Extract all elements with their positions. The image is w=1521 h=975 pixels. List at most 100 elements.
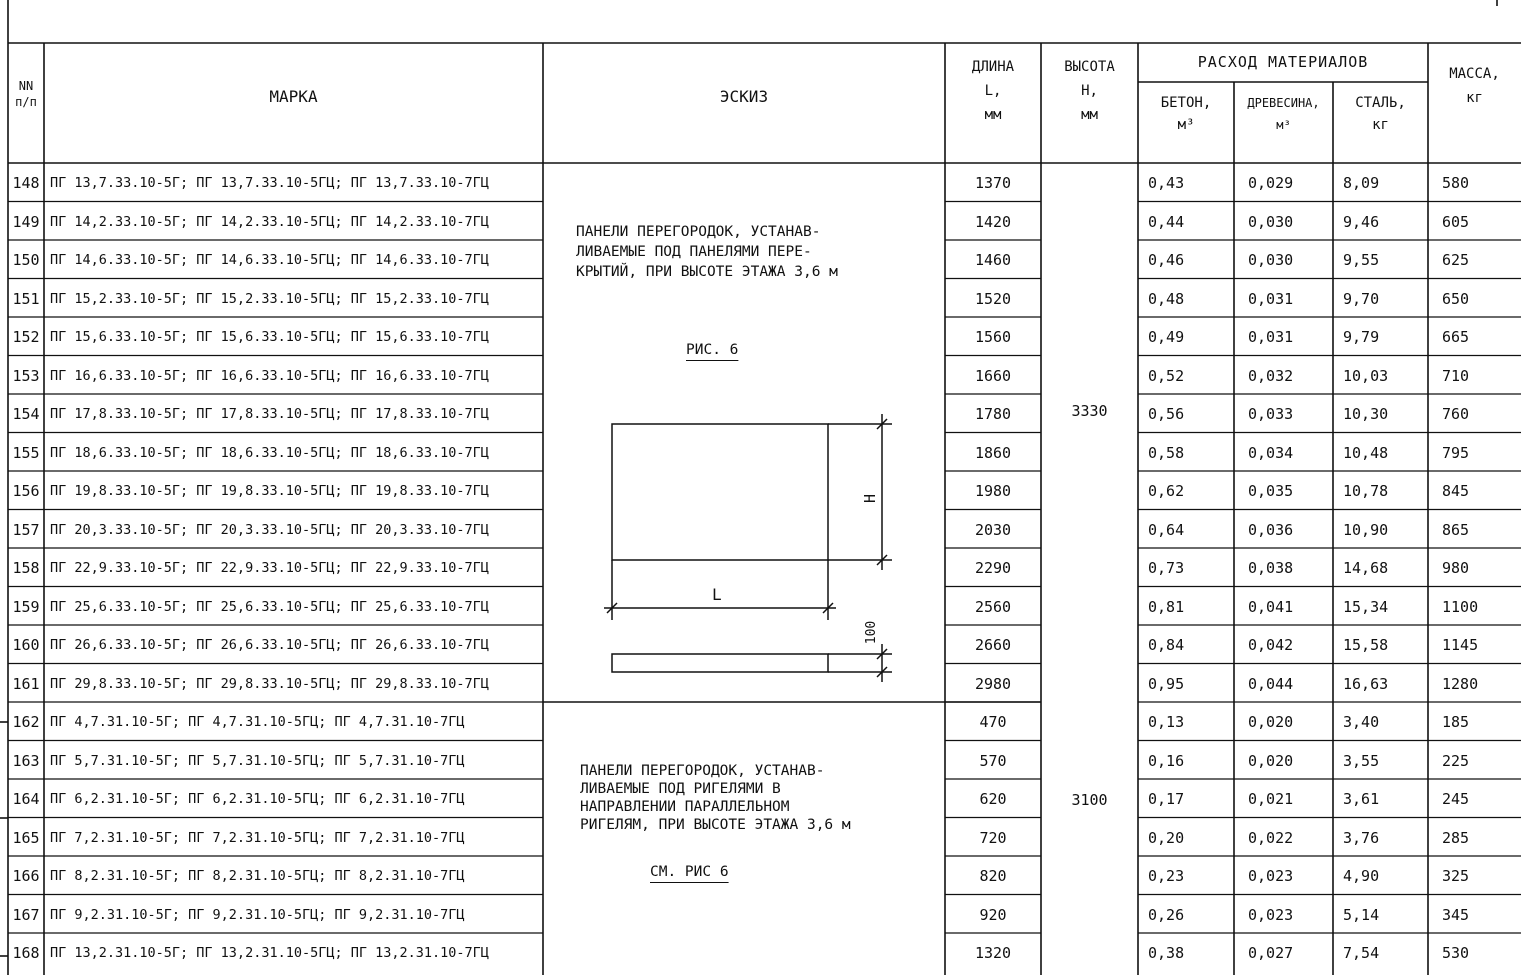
col-height-symbol: H, [1081, 83, 1098, 99]
cell-concrete: 0,84 [1148, 636, 1185, 654]
cell-wood: 0,041 [1248, 597, 1294, 616]
cell-steel: 4,90 [1343, 867, 1380, 885]
cell-mass: 1280 [1442, 674, 1479, 693]
cell-nn: 165 [12, 828, 40, 847]
cell-concrete: 0,73 [1148, 559, 1185, 577]
sketch-dim-thickness: 100 [864, 620, 880, 645]
cell-mass: 225 [1442, 751, 1470, 770]
cell-steel: 5,14 [1343, 905, 1380, 924]
col-length-unit: мм [984, 107, 1002, 123]
cell-mark: ПГ 26,6.33.10-5Г; ПГ 26,6.33.10-5ГЦ; ПГ … [50, 637, 489, 653]
cell-mark: ПГ 22,9.33.10-5Г; ПГ 22,9.33.10-5ГЦ; ПГ … [50, 560, 489, 576]
cell-wood: 0,033 [1248, 405, 1294, 423]
col-mass-label: МАССА, [1449, 66, 1500, 82]
cell-nn: 160 [12, 636, 40, 654]
cell-wood: 0,023 [1248, 867, 1294, 885]
cell-length: 1460 [974, 251, 1012, 269]
cell-length: 1320 [974, 944, 1012, 962]
group-2-figure-ref: СМ. РИС 6 [650, 864, 729, 880]
cell-mass: 185 [1442, 713, 1470, 731]
cell-steel: 3,61 [1343, 790, 1380, 808]
cell-steel: 15,34 [1343, 597, 1389, 616]
materials-header: РАСХОД МАТЕРИАЛОВ [1197, 53, 1369, 71]
group-1-note-line: КРЫТИЙ, ПРИ ВЫСОТЕ ЭТАЖА 3,6 м [576, 264, 838, 280]
cell-length: 820 [979, 867, 1007, 885]
cell-nn: 151 [12, 289, 40, 308]
cell-mass: 865 [1442, 520, 1470, 539]
cell-mass: 605 [1442, 212, 1470, 231]
cell-wood: 0,032 [1248, 366, 1294, 385]
cell-steel: 9,46 [1343, 212, 1380, 231]
cell-mark: ПГ 15,6.33.10-5Г; ПГ 15,6.33.10-5ГЦ; ПГ … [50, 329, 489, 345]
cell-wood: 0,029 [1248, 174, 1294, 192]
cell-steel: 8,09 [1343, 174, 1380, 192]
cell-nn: 162 [12, 713, 40, 731]
cell-steel: 10,48 [1343, 443, 1389, 462]
col-height-label: ВЫСОТА [1064, 59, 1115, 75]
cell-steel: 15,58 [1343, 636, 1389, 654]
cell-steel: 9,55 [1343, 251, 1380, 269]
cell-length: 470 [979, 713, 1007, 731]
cell-mass: 1145 [1442, 636, 1479, 654]
cell-length: 920 [979, 905, 1007, 924]
cell-concrete: 0,58 [1148, 443, 1185, 462]
group-2-height: 3100 [1071, 791, 1108, 809]
cell-wood: 0,044 [1248, 674, 1294, 693]
panel-sketch [604, 414, 892, 682]
cell-nn: 148 [12, 174, 40, 192]
cell-mark: ПГ 9,2.31.10-5Г; ПГ 9,2.31.10-5ГЦ; ПГ 9,… [50, 906, 465, 923]
cell-length: 1520 [974, 289, 1012, 308]
cell-concrete: 0,95 [1148, 674, 1185, 693]
cell-concrete: 0,23 [1148, 867, 1185, 885]
cell-mass: 345 [1442, 905, 1470, 924]
sketch-dim-length: L [712, 585, 722, 604]
cell-length: 1560 [974, 328, 1012, 346]
cell-wood: 0,030 [1248, 251, 1294, 269]
cell-concrete: 0,62 [1148, 482, 1185, 500]
cell-mass: 980 [1442, 559, 1470, 577]
cell-concrete: 0,17 [1148, 790, 1185, 808]
cell-wood: 0,031 [1248, 289, 1294, 308]
cell-concrete: 0,13 [1148, 713, 1185, 731]
cell-mark: ПГ 13,7.33.10-5Г; ПГ 13,7.33.10-5ГЦ; ПГ … [50, 175, 489, 191]
cell-mass: 245 [1442, 790, 1470, 808]
cell-steel: 9,70 [1343, 289, 1380, 308]
cell-steel: 10,30 [1343, 405, 1389, 423]
col-length-header: ДЛИНА L, мм [945, 55, 1041, 127]
cell-length: 1420 [974, 212, 1012, 231]
col-concrete-header: БЕТОН, м³ [1138, 92, 1234, 136]
col-steel-label: СТАЛЬ, [1355, 95, 1406, 111]
cell-concrete: 0,48 [1148, 289, 1185, 308]
cell-mark: ПГ 6,2.31.10-5Г; ПГ 6,2.31.10-5ГЦ; ПГ 6,… [50, 791, 465, 807]
cell-nn: 167 [12, 905, 40, 924]
cell-mark: ПГ 8,2.31.10-5Г; ПГ 8,2.31.10-5ГЦ; ПГ 8,… [50, 868, 465, 884]
cell-steel: 3,55 [1343, 751, 1380, 770]
cell-length: 2290 [974, 559, 1012, 577]
cell-nn: 153 [12, 366, 40, 385]
cell-mass: 795 [1442, 443, 1470, 462]
sketch-dim-height: H [861, 493, 880, 504]
col-concrete-unit: м³ [1177, 117, 1195, 133]
cell-mark: ПГ 14,2.33.10-5Г; ПГ 14,2.33.10-5ГЦ; ПГ … [50, 213, 489, 230]
col-nn-label: NN [18, 79, 34, 93]
cell-length: 1860 [974, 443, 1012, 462]
group-1-note-line: ПАНЕЛИ ПЕРЕГОРОДОК, УСТАНАВ- [576, 224, 821, 240]
cell-steel: 3,40 [1343, 713, 1380, 731]
cell-concrete: 0,64 [1148, 520, 1185, 539]
group-1-figure-ref: РИС. 6 [686, 342, 739, 358]
group-2-note-line: ЛИВАЕМЫЕ ПОД РИГЕЛЯМИ В [580, 781, 781, 797]
col-steel-header: СТАЛЬ, кг [1333, 92, 1428, 136]
cell-nn: 164 [12, 790, 40, 808]
cell-mark: ПГ 15,2.33.10-5Г; ПГ 15,2.33.10-5ГЦ; ПГ … [50, 290, 489, 307]
cell-mark: ПГ 7,2.31.10-5Г; ПГ 7,2.31.10-5ГЦ; ПГ 7,… [50, 829, 465, 846]
cell-mass: 530 [1442, 944, 1470, 962]
cell-concrete: 0,26 [1148, 905, 1185, 924]
col-mark-header: МАРКА [269, 87, 318, 106]
cell-steel: 10,03 [1343, 366, 1389, 385]
cell-nn: 152 [12, 328, 40, 346]
cell-length: 1780 [974, 405, 1012, 423]
cell-mark: ПГ 29,8.33.10-5Г; ПГ 29,8.33.10-5ГЦ; ПГ … [50, 675, 489, 692]
cell-steel: 9,79 [1343, 328, 1380, 346]
cell-wood: 0,023 [1248, 905, 1294, 924]
cell-steel: 10,90 [1343, 520, 1389, 539]
